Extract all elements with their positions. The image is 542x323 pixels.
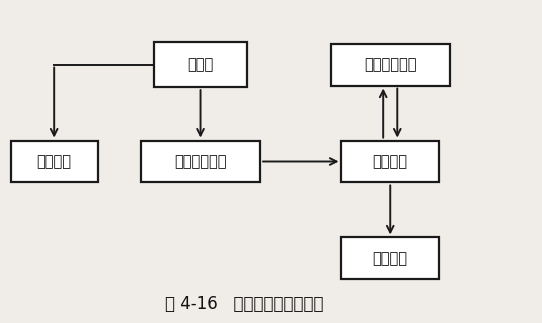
FancyBboxPatch shape: [11, 141, 98, 182]
Text: 驱动电路: 驱动电路: [373, 154, 408, 169]
FancyBboxPatch shape: [154, 42, 247, 87]
Text: 传感器: 传感器: [188, 57, 214, 72]
FancyBboxPatch shape: [141, 141, 260, 182]
Text: 温度控制电路: 温度控制电路: [175, 154, 227, 169]
FancyBboxPatch shape: [341, 237, 439, 279]
Text: 显示电路: 显示电路: [37, 154, 72, 169]
FancyBboxPatch shape: [331, 44, 450, 86]
Text: 图 4-16   电子温控器原理框图: 图 4-16 电子温控器原理框图: [165, 295, 323, 313]
FancyBboxPatch shape: [341, 141, 439, 182]
Text: 停机延时电路: 停机延时电路: [364, 57, 416, 72]
Text: 执行电路: 执行电路: [373, 251, 408, 266]
